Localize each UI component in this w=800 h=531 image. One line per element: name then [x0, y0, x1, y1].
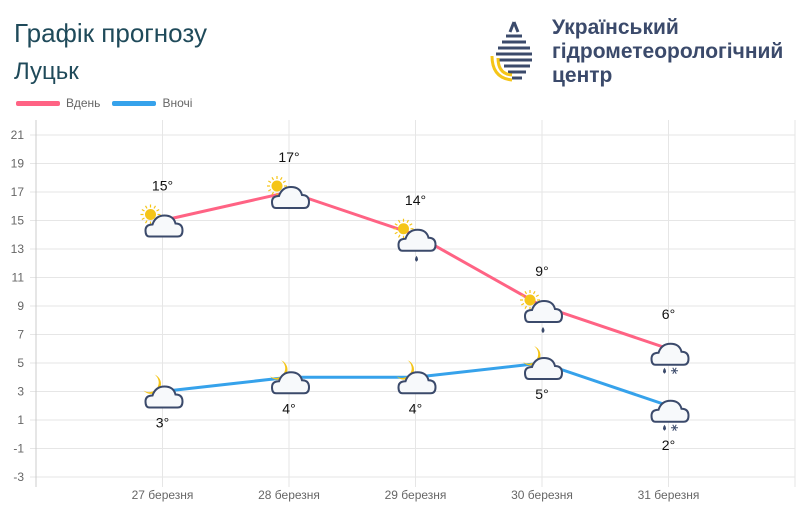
cloud-shape	[144, 214, 184, 238]
data-label: 4°	[409, 400, 422, 416]
city-name: Луцьк	[14, 58, 79, 85]
cloud-rain-snow-icon	[650, 399, 690, 432]
cloud-shape	[144, 385, 184, 409]
x-tick-label: 28 березня	[258, 488, 320, 502]
x-tick-label: 31 березня	[638, 488, 700, 502]
y-tick-label: 19	[11, 157, 25, 171]
cloud-shape	[397, 371, 437, 395]
sun-ray	[524, 291, 528, 295]
x-tick-label: 30 березня	[511, 488, 573, 502]
snowflake-arm	[672, 424, 677, 432]
raindrop	[663, 424, 666, 431]
sun-ray	[397, 219, 401, 223]
sun-ray	[397, 234, 401, 238]
partly-cloudy-day-icon	[267, 176, 311, 209]
sun-ray	[153, 205, 157, 209]
sun-ray	[532, 291, 536, 295]
cloud-shape	[270, 185, 311, 209]
sun-ray	[524, 305, 528, 309]
sun-ray	[144, 220, 148, 224]
data-label: 4°	[282, 400, 295, 416]
legend-night[interactable]: Вночі	[162, 96, 193, 110]
y-tick-label: -1	[13, 442, 24, 456]
sun-ray	[409, 223, 413, 226]
sun-ray	[156, 208, 160, 212]
sun-ray	[268, 180, 272, 184]
snowflake	[671, 424, 678, 432]
partly-cloudy-night-icon	[270, 360, 311, 395]
sun-disc	[398, 223, 409, 235]
legend: Вдень Вночі	[16, 96, 192, 110]
y-tick-label: 21	[11, 128, 25, 142]
snowflake	[671, 367, 678, 375]
sun-ray	[521, 302, 525, 306]
data-label: 15°	[152, 178, 173, 194]
partly-cloudy-night-icon	[523, 346, 564, 380]
data-label: 2°	[662, 437, 675, 453]
x-tick-label: 27 березня	[132, 488, 194, 502]
y-tick-label: 9	[17, 299, 24, 313]
data-label: 14°	[405, 192, 426, 208]
cloud-shape	[523, 299, 564, 323]
sun-ray	[394, 231, 398, 235]
y-tick-label: 7	[17, 328, 24, 342]
cloud-shape	[397, 228, 437, 252]
sun-ray	[394, 223, 398, 226]
data-label: 5°	[535, 386, 548, 402]
legend-swatch-night	[112, 100, 157, 106]
raindrop	[663, 367, 666, 374]
cloud-shape	[650, 342, 690, 366]
ukrhydromet-logo	[490, 21, 532, 82]
y-tick-label: 1	[17, 413, 24, 427]
page-title: Графік прогнозу	[14, 18, 207, 48]
y-tick-label: 17	[11, 185, 25, 199]
snowflake-arm	[672, 367, 677, 375]
sun-ray	[282, 180, 286, 184]
raindrop	[541, 327, 545, 333]
sun-disc	[524, 294, 536, 306]
y-tick-label: 3	[17, 385, 24, 399]
legend-day[interactable]: Вдень	[66, 96, 101, 110]
sun-ray	[268, 188, 272, 192]
partly-cloudy-day-icon	[140, 204, 184, 238]
sun-ray	[141, 208, 145, 212]
org-name: Український гідрометеорологічний центр	[552, 16, 784, 87]
y-tick-label: 13	[11, 242, 25, 256]
y-tick-label: -3	[13, 470, 24, 484]
cloud-rain-snow-icon	[650, 342, 690, 375]
y-tick-label: 5	[17, 356, 24, 370]
x-tick-label: 29 березня	[385, 488, 447, 502]
data-label: 17°	[278, 149, 299, 165]
partly-cloudy-day-rain-icon	[520, 290, 564, 333]
sun-ray	[535, 294, 539, 298]
sun-ray	[271, 191, 275, 195]
sun-ray	[279, 177, 283, 181]
y-tick-label: 11	[12, 271, 25, 285]
partly-cloudy-day-rain-icon	[393, 218, 437, 262]
sun-ray	[144, 205, 148, 209]
cloud-shape	[270, 371, 311, 395]
cloud-shape	[650, 399, 690, 423]
cloud-shape	[523, 356, 564, 380]
raindrop	[415, 255, 418, 262]
data-label: 9°	[535, 263, 548, 279]
data-label: 6°	[662, 306, 675, 322]
sun-disc	[271, 180, 283, 192]
sun-ray	[141, 217, 145, 221]
sun-ray	[271, 177, 275, 181]
sun-disc	[145, 209, 156, 220]
data-label: 3°	[156, 415, 169, 431]
partly-cloudy-night-icon	[396, 360, 437, 395]
y-tick-label: 15	[11, 214, 25, 228]
sun-ray	[521, 294, 525, 298]
sun-ray	[406, 219, 410, 223]
legend-swatch-day	[16, 100, 60, 106]
partly-cloudy-night-icon	[143, 374, 184, 409]
